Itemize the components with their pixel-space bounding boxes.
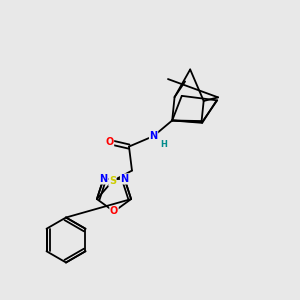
Text: S: S	[109, 176, 116, 186]
Text: N: N	[121, 174, 129, 184]
Text: N: N	[99, 174, 107, 184]
Text: O: O	[110, 206, 118, 217]
Text: H: H	[160, 140, 167, 149]
Text: N: N	[149, 131, 158, 141]
Text: O: O	[105, 137, 114, 147]
